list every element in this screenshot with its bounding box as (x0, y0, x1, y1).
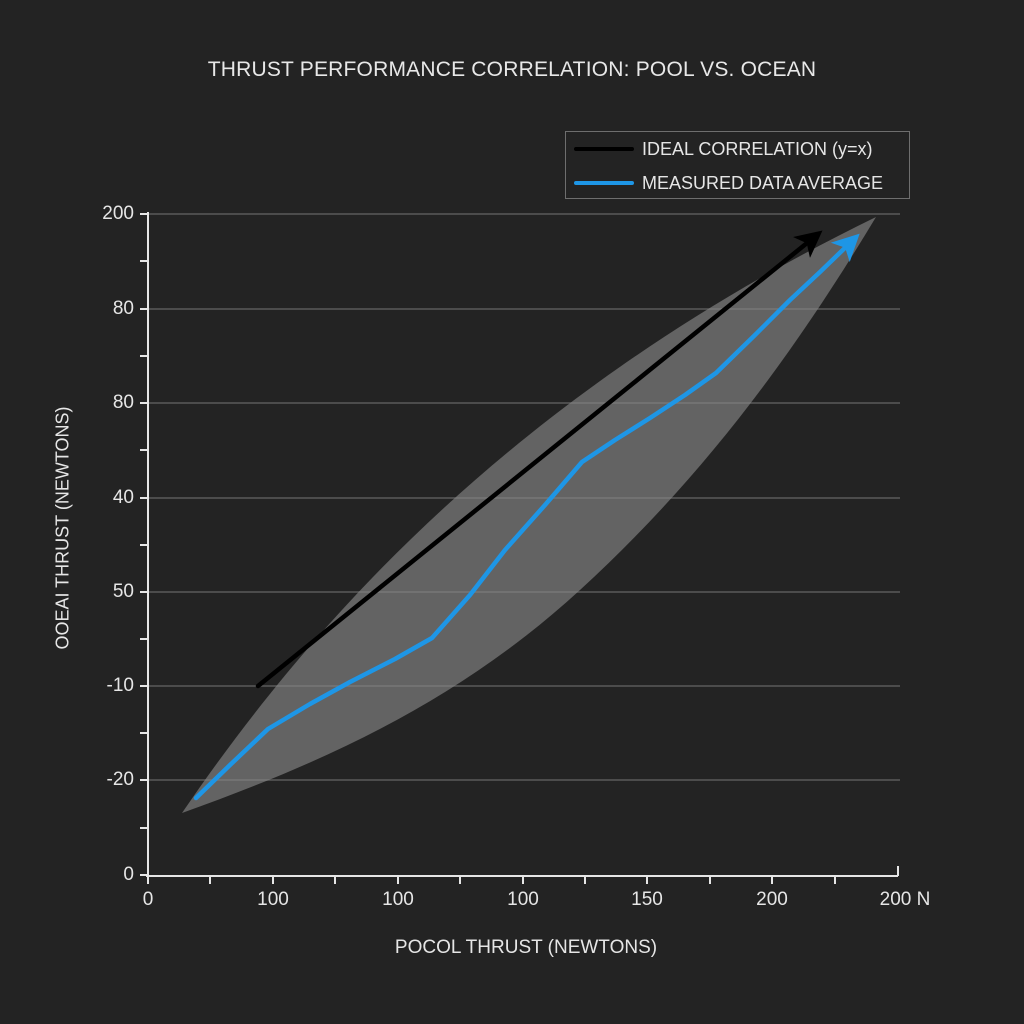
x-tick-label: 0 (142, 889, 154, 910)
y-tick-label: 40 (112, 487, 134, 508)
legend-swatch-blue (574, 181, 634, 185)
x-tick-label: 200 N (879, 889, 931, 910)
y-axis-label: OOEAI THRUST (NEWTONS) (52, 406, 73, 650)
measured-data-line (193, 233, 860, 801)
x-tick-label: 150 (631, 889, 663, 910)
y-tick-label: -20 (106, 769, 134, 790)
y-tick-label: 0 (123, 864, 134, 885)
legend-label: MEASURED DATA AVERAGE (642, 172, 884, 193)
x-axis-label: POCOL THRUST (NEWTONS) (394, 937, 658, 958)
y-tick-label: 200 (102, 203, 134, 224)
legend-swatch-black (574, 147, 634, 151)
legend-item-ideal: IDEAL CORRELATION (y=x) (574, 136, 873, 162)
legend-item-measured: MEASURED DATA AVERAGE (574, 170, 883, 196)
y-tick-label: 80 (112, 392, 134, 413)
x-tick-label: 100 (382, 889, 414, 910)
ideal-correlation-line (255, 230, 823, 689)
chart-title: THRUST PERFORMANCE CORRELATION: POOL VS.… (207, 58, 817, 81)
x-tick-label: 200 (756, 889, 788, 910)
legend: IDEAL CORRELATION (y=x) MEASURED DATA AV… (565, 131, 910, 199)
legend-label: IDEAL CORRELATION (y=x) (642, 138, 873, 159)
x-tick-label: 100 (507, 889, 539, 910)
x-ticks (147, 876, 836, 884)
y-tick-label: 50 (112, 581, 134, 602)
x-tick-label: 100 (257, 889, 289, 910)
y-ticks (140, 213, 148, 876)
y-tick-label: -10 (106, 675, 134, 696)
y-tick-label: 80 (112, 298, 134, 319)
variance-band (182, 217, 876, 813)
